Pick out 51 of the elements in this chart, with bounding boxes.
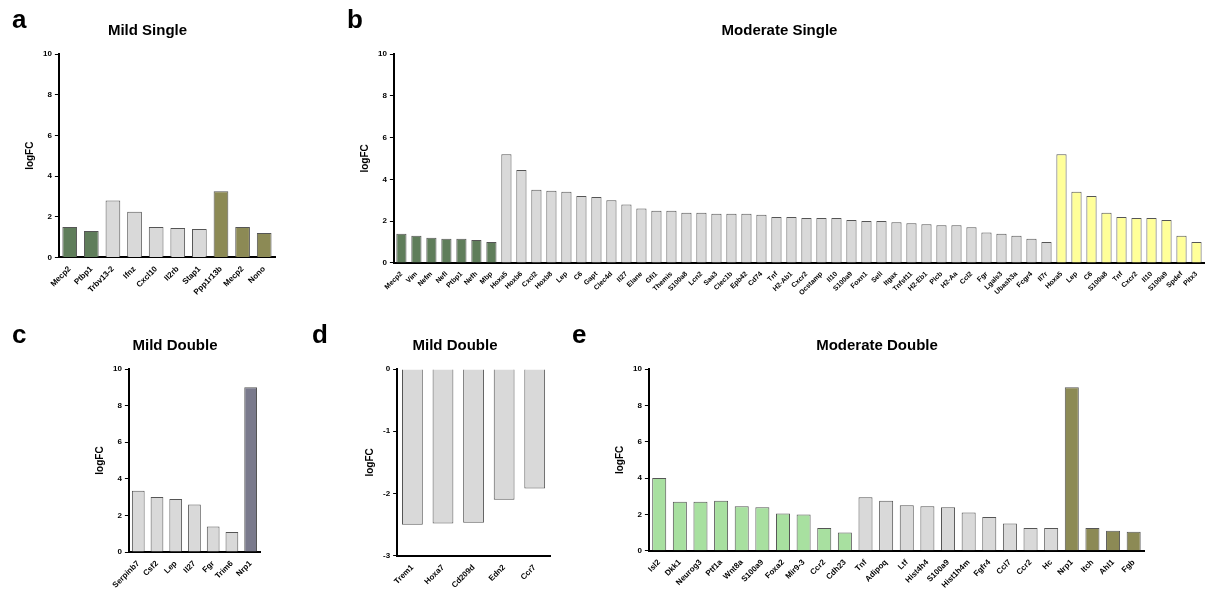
y-tick-label: 8: [382, 90, 388, 100]
y-axis-title: logFC: [613, 445, 625, 475]
y-tick-label: -1: [382, 426, 391, 436]
chart-title: Moderate Double: [816, 336, 938, 354]
chart-title: Mild Double: [132, 336, 218, 354]
y-tick-label: 6: [117, 437, 123, 447]
y-tick-label: 4: [382, 174, 388, 184]
x-tick-label: Isl2: [646, 557, 663, 574]
y-tick-label: 4: [637, 473, 643, 483]
y-tick-label: 0: [47, 252, 53, 262]
y-tick-label: 8: [117, 400, 123, 410]
y-tick-label: 8: [47, 89, 53, 99]
y-axis-title: logFC: [363, 448, 375, 477]
y-tick-label: 6: [47, 130, 53, 140]
y-tick-label: 2: [117, 510, 123, 520]
x-tick-label: Lep: [162, 558, 179, 576]
text: b: [347, 4, 363, 35]
x-tick-label: Il27: [181, 558, 198, 575]
y-tick-label: 0: [385, 364, 391, 374]
chart-title: Mild Single: [107, 21, 188, 39]
y-tick-label: 10: [42, 49, 53, 59]
text: e: [572, 319, 587, 350]
y-tick-label: -2: [382, 488, 391, 498]
chart-title: Mild Double: [412, 336, 498, 354]
x-tick-label: Itch: [1078, 557, 1096, 575]
y-axis-title: logFC: [93, 446, 105, 475]
chart-title: Moderate Single: [721, 21, 838, 39]
y-tick-label: 2: [637, 509, 643, 519]
y-tick-label: 6: [637, 436, 643, 446]
x-tick-label: Hc: [1040, 557, 1055, 572]
y-tick-label: 0: [382, 258, 388, 268]
text: c: [12, 319, 27, 350]
y-axis-title: logFC: [358, 144, 370, 173]
y-tick-label: 2: [47, 211, 53, 221]
y-tick-label: 4: [47, 171, 53, 181]
y-tick-label: -3: [382, 550, 391, 560]
y-tick-label: 2: [382, 216, 388, 226]
y-tick-label: 10: [112, 364, 123, 374]
y-tick-label: 4: [117, 474, 123, 484]
y-tick-label: 0: [117, 547, 123, 557]
x-tick-label: Ifnz: [121, 264, 138, 281]
x-tick-label: Fgb: [1119, 557, 1137, 575]
y-tick-label: 6: [382, 132, 388, 142]
y-tick-label: 0: [637, 545, 643, 555]
y-tick-label: 10: [632, 364, 643, 374]
text: a: [12, 4, 27, 35]
y-tick-label: 10: [377, 49, 388, 59]
y-tick-label: 8: [637, 400, 643, 410]
x-tick-label: Tnf: [853, 557, 869, 573]
text: d: [312, 319, 328, 350]
y-axis-title: logFC: [23, 141, 35, 170]
